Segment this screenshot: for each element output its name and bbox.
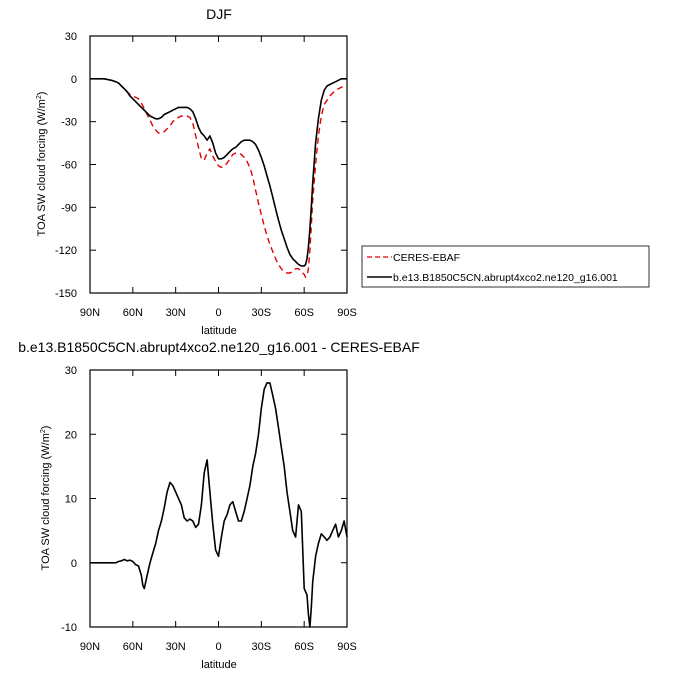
top-y-axis-label-sup: 2	[36, 95, 43, 99]
bottom-y-tick-label: 10	[65, 494, 77, 506]
top-y-axis-label-close: )	[36, 92, 48, 96]
bottom-x-tick-label: 30S	[252, 641, 272, 653]
top-y-tick-label: 0	[71, 74, 77, 86]
bottom-x-axis-label: latitude	[201, 659, 236, 671]
top-x-axis-label: latitude	[201, 325, 236, 337]
top-x-tick-label: 90S	[337, 307, 357, 319]
top-y-tick-label: -30	[61, 117, 77, 129]
bottom-series-line-model	[90, 382, 348, 628]
top-y-axis-label: TOA SW cloud forcing (W/m2)	[36, 92, 48, 237]
top-x-tick-label: 30S	[252, 307, 272, 319]
top-y-tick-label: 30	[65, 31, 77, 43]
legend-box	[361, 245, 650, 288]
top-x-tick-label: 30N	[166, 307, 186, 319]
bottom-x-tick-label: 0	[215, 641, 221, 653]
top-y-tick-label: -60	[61, 160, 77, 172]
top-y-axis-label-main: TOA SW cloud forcing (W/m	[36, 99, 48, 236]
top-x-tick-label: 90N	[80, 307, 100, 319]
bottom-y-tick-label: -10	[61, 622, 77, 634]
bottom-x-tick-label: 90N	[80, 641, 100, 653]
bottom-y-tick-label: 20	[65, 429, 77, 441]
legend-label-ceres: CERES-EBAF	[393, 252, 460, 264]
top-y-tick-label: -120	[55, 245, 77, 257]
top-y-tick-label: -150	[55, 288, 77, 300]
legend-label-model: b.e13.B1850C5CN.abrupt4xco2.ne120_g16.00…	[393, 272, 618, 284]
bottom-y-tick-label: 0	[71, 558, 77, 570]
top-x-tick-label: 60S	[294, 307, 314, 319]
bottom-y-axis-label-sup: 2	[40, 429, 47, 433]
bottom-y-axis-label-close: )	[40, 426, 52, 430]
bottom-x-tick-label: 30N	[166, 641, 186, 653]
bottom-plot-frame	[89, 369, 348, 628]
bottom-x-tick-label: 60N	[123, 641, 143, 653]
bottom-y-tick-label: 30	[65, 365, 77, 377]
top-series-line-model	[90, 78, 347, 267]
top-y-tick-label: -90	[61, 202, 77, 214]
top-panel: DJF 30 0 -30 -60 -90 -120 -150 90N 60N 30N 0 30S 60…	[36, 6, 650, 337]
top-plot-frame	[89, 35, 348, 294]
bottom-panel: b.e13.B1850C5CN.abrupt4xco2.ne120_g16.00…	[18, 339, 420, 671]
legend: CERES-EBAF b.e13.B1850C5CN.abrupt4xco2.n…	[361, 245, 650, 288]
top-x-tick-label: 0	[215, 307, 221, 319]
bottom-x-tick-label: 90S	[337, 641, 357, 653]
bottom-x-tick-label: 60S	[294, 641, 314, 653]
bottom-chart-title: b.e13.B1850C5CN.abrupt4xco2.ne120_g16.00…	[18, 339, 420, 355]
top-chart-title: DJF	[206, 6, 232, 22]
bottom-y-axis-label-main: TOA SW cloud forcing (W/m	[40, 433, 52, 570]
top-x-tick-label: 60N	[123, 307, 143, 319]
bottom-y-axis-label: TOA SW cloud forcing (W/m2)	[40, 426, 52, 571]
